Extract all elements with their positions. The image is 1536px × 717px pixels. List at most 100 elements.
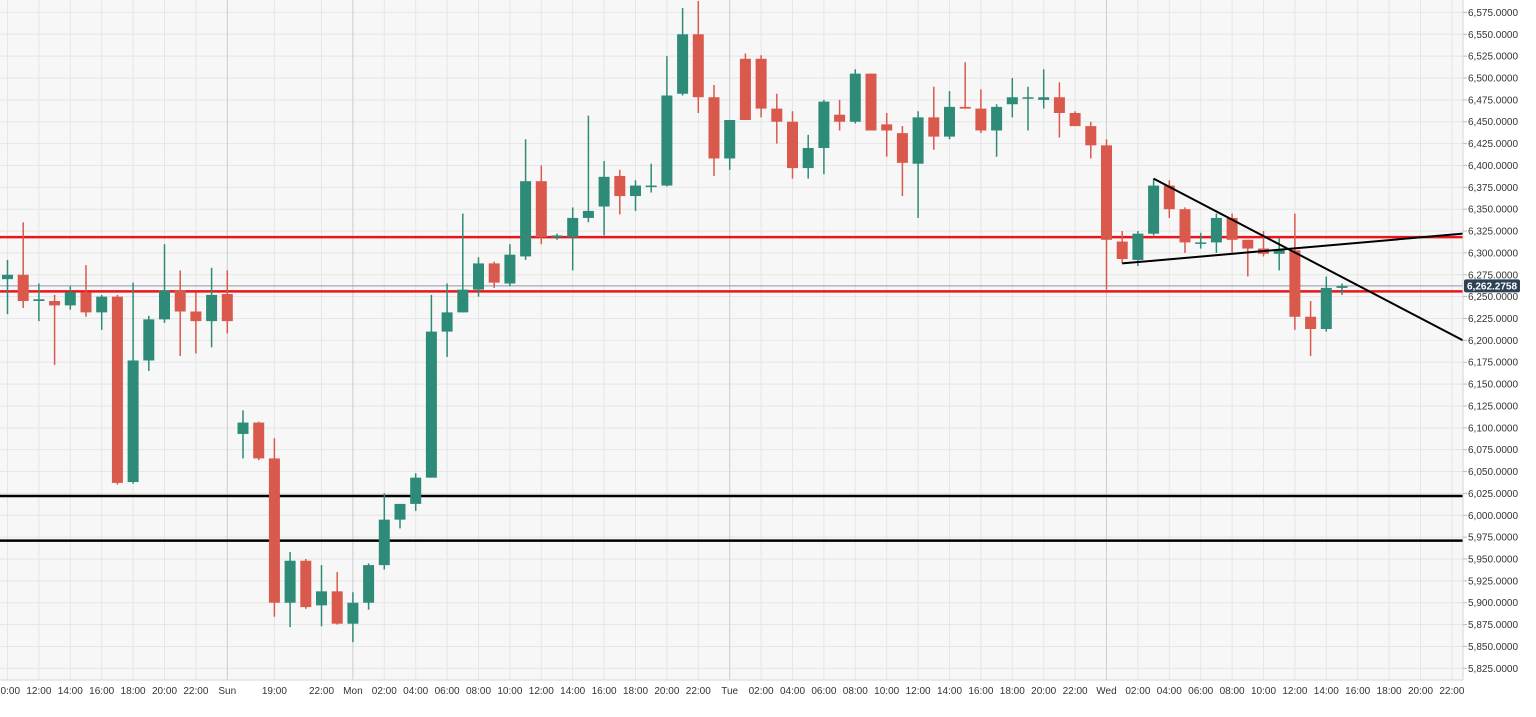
y-tick-label: 6,350.0000 [1468,205,1518,216]
candle-body-up [661,95,673,186]
y-tick-label: 6,275.0000 [1468,270,1518,281]
y-axis: 5,825.0000 5,850.0000 5,875.0000 5,900.0000… [1463,8,1518,675]
y-tick-label: 6,300.0000 [1468,248,1518,259]
x-tick-label: 18:00 [1000,686,1025,697]
candle-body-down [268,458,280,603]
candle-body-down [834,114,846,122]
x-tick-label: 12:00 [529,686,554,697]
candle-body-up [159,290,170,320]
x-tick-label: 20:00 [152,686,177,697]
x-tick-label: 18:00 [121,686,146,697]
candles [2,1,1348,643]
y-tick-label: 6,575.0000 [1468,8,1518,19]
candle-body-down [771,108,783,122]
candle-body-down [739,58,751,120]
y-tick-label: 6,225.0000 [1468,314,1518,325]
x-tick-label: 22:00 [183,686,208,697]
x-tick-label: 20:00 [1031,686,1056,697]
x-tick-label: 18:00 [1377,686,1402,697]
candle-body-up [1195,242,1207,244]
candle-body-up [567,217,579,238]
candle-body-up [991,106,1003,131]
candle-body-up [1210,217,1222,243]
last-price-tag: 6,262.2758 [1464,279,1520,293]
candle-body-up [849,73,861,122]
y-tick-label: 6,400.0000 [1468,161,1518,172]
candle-body-up [441,312,453,332]
y-tick-label: 5,875.0000 [1468,620,1518,631]
x-tick-label: 22:00 [1439,686,1464,697]
x-tick-label: 04:00 [780,686,805,697]
x-tick-label: 16:00 [968,686,993,697]
x-tick-label: 10:00 [874,686,899,697]
candle-body-up [1320,287,1332,329]
y-tick-label: 6,375.0000 [1468,183,1518,194]
candle-body-up [912,117,924,164]
candle-body-down [614,175,626,197]
candle-body-up [598,176,610,207]
x-tick-label: 16:00 [1345,686,1370,697]
candle-body-down [1101,145,1112,240]
candle-body-up [520,181,532,257]
x-tick-label: 06:00 [811,686,836,697]
candle-body-down [1226,217,1238,240]
candle-body-up [1022,97,1034,99]
x-tick-label: 02:00 [1125,686,1150,697]
x-tick-label: 06:00 [435,686,460,697]
y-tick-label: 6,250.0000 [1468,292,1518,303]
x-tick-label: 20:00 [654,686,679,697]
y-tick-label: 6,000.0000 [1468,511,1518,522]
candle-body-down [1116,241,1128,260]
candle-body-down [1305,316,1317,329]
candle-body-up [33,299,45,302]
x-tick-label: 06:00 [1188,686,1213,697]
y-tick-label: 5,850.0000 [1468,642,1518,653]
candle-body-down [221,294,233,322]
candle-body-up [1336,286,1348,288]
candle-body-down [190,311,202,322]
x-tick-label: 10:00 [1251,686,1276,697]
candle-body-up [347,602,359,624]
candle-body-down [111,296,123,483]
x-tick-label: 04:00 [1157,686,1182,697]
candle-body-down [488,263,500,283]
candle-body-down [300,560,312,608]
x-tick-label: Wed [1096,686,1116,697]
y-tick-label: 5,925.0000 [1468,576,1518,587]
candle-body-up [1132,233,1144,260]
candle-body-up [818,101,830,148]
candle-body-down [535,181,547,238]
candle-body-down [975,108,987,131]
y-tick-label: 5,950.0000 [1468,554,1518,565]
x-tick-label: 20:00 [1408,686,1433,697]
candle-body-up [1148,185,1160,234]
x-tick-label: 02:00 [749,686,774,697]
candle-body-up [582,210,594,218]
candle-body-up [551,235,563,238]
candle-body-up [394,503,406,520]
x-tick-label: 10:00 [497,686,522,697]
x-tick-label: 12:00 [1282,686,1307,697]
x-tick-label: 02:00 [372,686,397,697]
candle-body-up [425,331,437,478]
candle-body-down [1242,239,1254,249]
y-tick-label: 6,500.0000 [1468,74,1518,85]
y-tick-label: 6,550.0000 [1468,30,1518,41]
trendlines [1122,177,1464,342]
x-tick-label: Tue [721,686,738,697]
candle-body-up [1038,97,1050,100]
candle-body-up [284,560,296,603]
x-tick-label: 22:00 [1063,686,1088,697]
candle-body-up [802,147,814,169]
x-tick-label: Sun [218,686,236,697]
y-tick-label: 6,150.0000 [1468,380,1518,391]
candle-body-down [928,117,940,137]
x-tick-label: 14:00 [937,686,962,697]
x-tick-label: 14:00 [1314,686,1339,697]
candle-body-up [378,519,390,566]
candle-body-down [331,591,343,624]
x-axis: 10:00 12:00 14:00 16:00 18:00 20:00 22:00 Sun 19… [0,679,1465,697]
x-tick-label: 10:00 [0,686,20,697]
